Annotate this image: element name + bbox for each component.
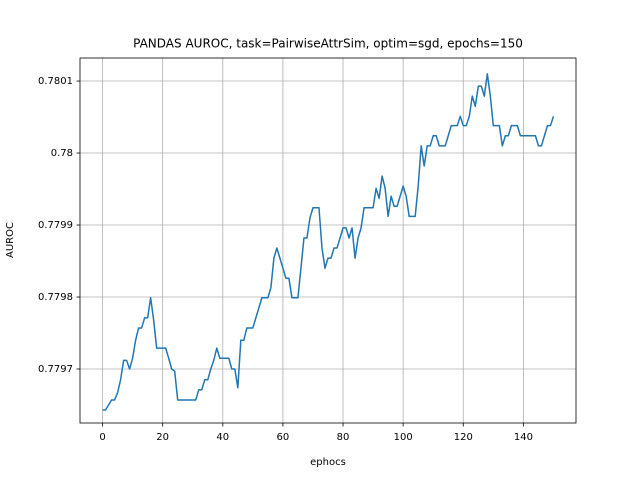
chart-title: PANDAS AUROC, task=PairwiseAttrSim, opti… — [133, 37, 523, 51]
x-tick-label: 20 — [156, 432, 169, 443]
y-tick-label: 0.7801 — [38, 76, 73, 87]
x-axis-label: ephocs — [310, 457, 346, 468]
x-tick-label: 0 — [99, 432, 105, 443]
x-tick-label: 140 — [514, 432, 533, 443]
x-tick-label: 100 — [394, 432, 413, 443]
x-tick-label: 40 — [216, 432, 229, 443]
y-tick-label: 0.78 — [51, 148, 73, 159]
x-tick-label: 60 — [277, 432, 290, 443]
x-tick-label: 80 — [337, 432, 350, 443]
y-tick-label: 0.7798 — [38, 292, 73, 303]
plot-frame — [79, 57, 577, 424]
y-tick-label: 0.7799 — [38, 220, 73, 231]
y-axis-label: AUROC — [5, 222, 16, 258]
y-tick-label: 0.7797 — [38, 364, 73, 375]
x-tick-label: 120 — [454, 432, 473, 443]
series-line — [102, 73, 555, 411]
